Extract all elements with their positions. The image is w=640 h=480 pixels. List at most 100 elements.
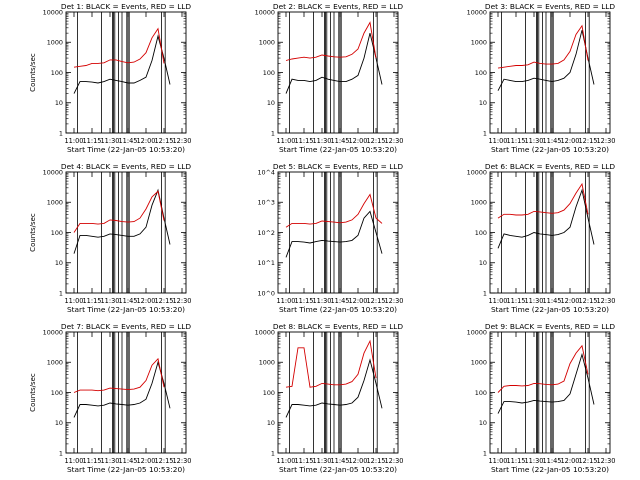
events-series-line xyxy=(285,32,383,94)
y-tick-label: 10 xyxy=(479,259,487,267)
y-tick-label: 1 xyxy=(483,449,487,457)
x-tick-label: 12:30 xyxy=(596,137,615,145)
events-series-line xyxy=(73,34,171,94)
y-tick-label: 10 xyxy=(267,419,275,427)
x-tick-label: 11:00 xyxy=(488,137,507,145)
x-tick-label: 11:15 xyxy=(82,457,101,465)
y-tick-label: 1000 xyxy=(47,39,63,47)
x-tick-label: 11:30 xyxy=(312,137,331,145)
y-tick-label: 10 xyxy=(479,99,487,107)
x-tick-label: 12:30 xyxy=(596,457,615,465)
x-tick-label: 11:00 xyxy=(276,137,295,145)
events-series-line xyxy=(497,188,595,249)
lld-series-line xyxy=(285,339,377,388)
x-tick-label: 11:30 xyxy=(524,457,543,465)
y-tick-label: 100 xyxy=(263,69,275,77)
x-tick-label: 12:00 xyxy=(560,457,579,465)
x-tick-label: 11:00 xyxy=(64,457,83,465)
y-tick-label: 10000 xyxy=(467,328,487,336)
x-tick-label: 12:30 xyxy=(172,457,191,465)
lld-series-line xyxy=(497,24,589,69)
detector-panel: Det 1: BLACK = Events, RED = LLD Counts/s… xyxy=(29,2,192,154)
x-tick-label: 12:30 xyxy=(596,297,615,305)
panel-title: Det 1: BLACK = Events, RED = LLD xyxy=(61,2,192,11)
x-tick-label: 11:00 xyxy=(276,457,295,465)
x-tick-label: 11:15 xyxy=(506,297,525,305)
y-tick-label: 100 xyxy=(51,69,63,77)
x-axis-label: Start Time (22-Jan-05 10:53:20) xyxy=(67,145,185,154)
lld-series-line xyxy=(497,182,589,219)
x-tick-label: 11:30 xyxy=(100,297,119,305)
x-axis-label: Start Time (22-Jan-05 10:53:20) xyxy=(67,465,185,474)
x-tick-label: 12:15 xyxy=(578,137,597,145)
y-tick-label: 100 xyxy=(263,389,275,397)
y-tick-label: 1000 xyxy=(471,39,487,47)
events-series-line xyxy=(497,352,595,414)
x-tick-label: 12:00 xyxy=(560,137,579,145)
y-tick-label: 10000 xyxy=(43,328,63,336)
x-tick-label: 11:00 xyxy=(488,297,507,305)
x-tick-label: 11:45 xyxy=(330,137,349,145)
y-tick-label: 1 xyxy=(59,129,63,137)
x-tick-label: 12:30 xyxy=(384,457,403,465)
x-axis-label: Start Time (22-Jan-05 10:53:20) xyxy=(491,305,609,314)
y-tick-label: 10000 xyxy=(255,328,275,336)
x-tick-label: 11:30 xyxy=(524,137,543,145)
x-tick-label: 11:45 xyxy=(542,137,561,145)
x-tick-label: 12:15 xyxy=(366,297,385,305)
panel-title: Det 8: BLACK = Events, RED = LLD xyxy=(273,322,404,331)
x-tick-label: 11:00 xyxy=(64,137,83,145)
x-tick-label: 12:00 xyxy=(136,457,155,465)
y-tick-label: 10 xyxy=(479,419,487,427)
x-tick-label: 12:00 xyxy=(136,137,155,145)
y-tick-label: 10^3 xyxy=(257,199,275,207)
x-axis-label: Start Time (22-Jan-05 10:53:20) xyxy=(279,305,397,314)
y-tick-label: 10^4 xyxy=(257,168,275,176)
events-series-line xyxy=(285,210,383,258)
lld-series-line xyxy=(73,357,165,393)
x-tick-label: 12:00 xyxy=(348,137,367,145)
detector-panel: Det 7: BLACK = Events, RED = LLD Counts/s… xyxy=(29,322,192,474)
y-tick-label: 1 xyxy=(59,449,63,457)
x-tick-label: 12:00 xyxy=(560,297,579,305)
x-tick-label: 11:45 xyxy=(118,297,137,305)
y-tick-label: 10 xyxy=(55,99,63,107)
detector-panel: Det 8: BLACK = Events, RED = LLD Start Ti… xyxy=(255,322,404,474)
y-tick-label: 1000 xyxy=(259,359,275,367)
panel-title: Det 4: BLACK = Events, RED = LLD xyxy=(61,162,192,171)
x-tick-label: 12:00 xyxy=(348,457,367,465)
y-tick-label: 10000 xyxy=(467,8,487,16)
y-tick-label: 10^2 xyxy=(257,229,275,237)
x-tick-label: 12:00 xyxy=(348,297,367,305)
panel-title: Det 2: BLACK = Events, RED = LLD xyxy=(273,2,404,11)
y-tick-label: 1 xyxy=(59,289,63,297)
lld-series-line xyxy=(285,21,377,61)
panel-title: Det 7: BLACK = Events, RED = LLD xyxy=(61,322,192,331)
y-tick-label: 1000 xyxy=(259,39,275,47)
x-tick-label: 11:00 xyxy=(488,457,507,465)
x-tick-label: 12:30 xyxy=(172,297,191,305)
panel-title: Det 5: BLACK = Events, RED = LLD xyxy=(273,162,404,171)
y-tick-label: 10 xyxy=(55,419,63,427)
x-tick-label: 11:15 xyxy=(506,457,525,465)
x-tick-label: 11:30 xyxy=(100,457,119,465)
y-tick-label: 100 xyxy=(475,69,487,77)
y-tick-label: 10^1 xyxy=(257,259,275,267)
x-axis-label: Start Time (22-Jan-05 10:53:20) xyxy=(67,305,185,314)
x-tick-label: 11:15 xyxy=(294,297,313,305)
x-tick-label: 11:15 xyxy=(82,137,101,145)
x-tick-label: 11:45 xyxy=(118,137,137,145)
x-tick-label: 11:30 xyxy=(524,297,543,305)
x-axis-label: Start Time (22-Jan-05 10:53:20) xyxy=(491,145,609,154)
y-tick-label: 1 xyxy=(271,129,275,137)
x-tick-label: 12:15 xyxy=(154,297,173,305)
detector-panel: Det 5: BLACK = Events, RED = LLD Start Ti… xyxy=(257,162,403,314)
y-tick-label: 10000 xyxy=(43,8,63,16)
detector-panel: Det 2: BLACK = Events, RED = LLD Start Ti… xyxy=(255,2,404,154)
x-tick-label: 11:45 xyxy=(542,297,561,305)
detector-panel: Det 4: BLACK = Events, RED = LLD Counts/s… xyxy=(29,162,192,314)
events-series-line xyxy=(497,30,595,91)
x-tick-label: 11:15 xyxy=(294,137,313,145)
panel-title: Det 6: BLACK = Events, RED = LLD xyxy=(485,162,616,171)
